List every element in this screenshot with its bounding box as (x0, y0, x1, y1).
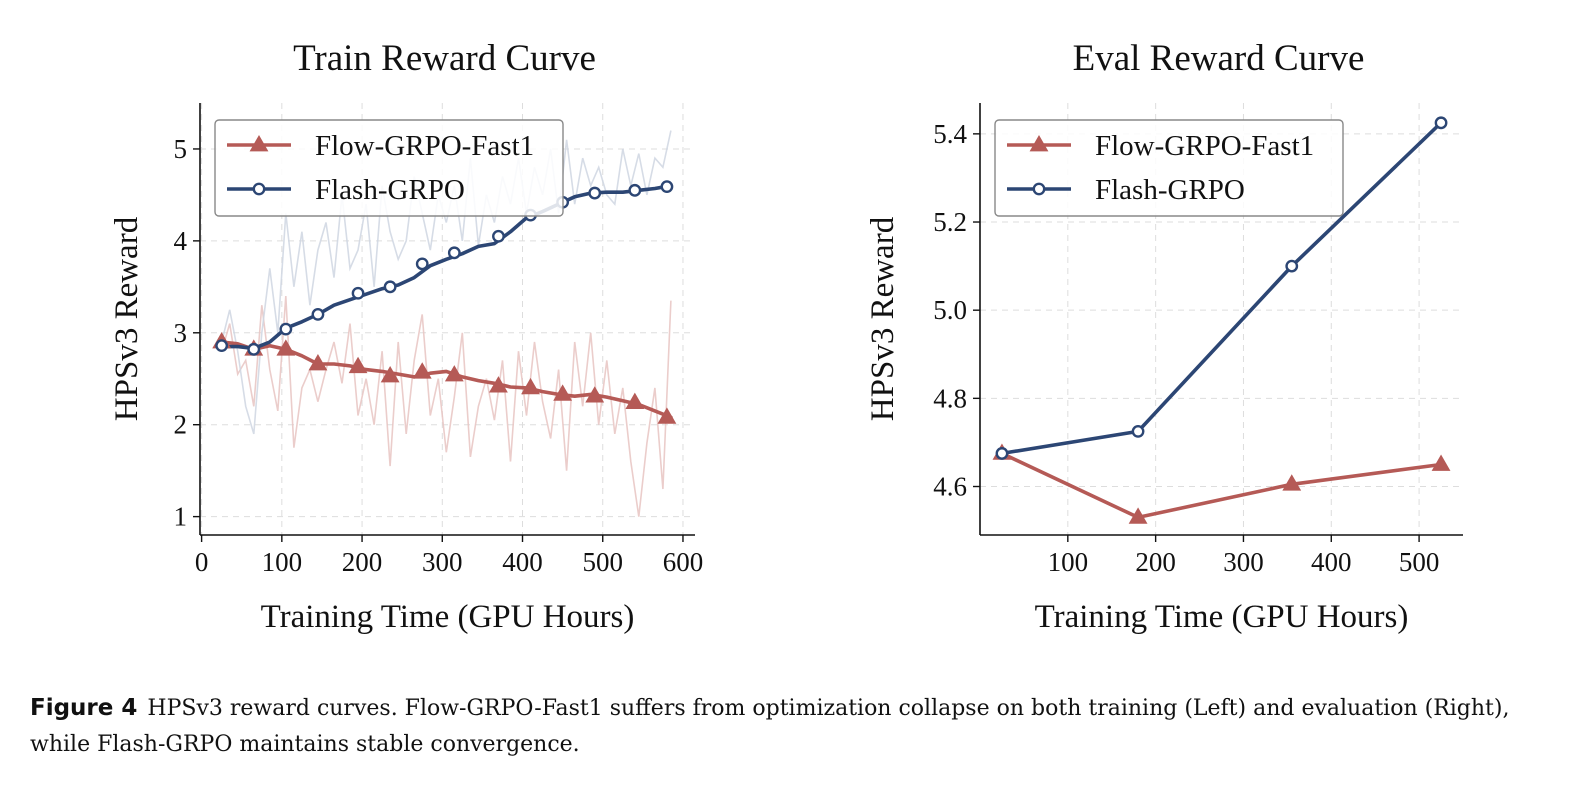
data-point (657, 407, 677, 424)
data-point (247, 342, 261, 356)
data-point (625, 392, 645, 409)
data-point (351, 286, 365, 300)
data-point (276, 339, 296, 356)
data-point (308, 354, 328, 371)
data-point (489, 376, 508, 393)
legend: Flow-GRPO-Fast1 Flash-GRPO (214, 119, 564, 217)
y-tick-label: 4 (174, 226, 188, 256)
legend-label: Flash-GRPO (1095, 174, 1245, 206)
data-point (215, 339, 229, 353)
x-tick-label: 200 (342, 547, 383, 577)
chart-title: Eval Reward Curve (1073, 38, 1365, 79)
x-tick-label: 400 (1311, 547, 1352, 577)
data-point (588, 186, 602, 200)
data-point (380, 365, 400, 383)
legend-marker (1032, 182, 1046, 196)
legend: Flow-GRPO-Fast1 Flash-GRPO (994, 119, 1344, 217)
raw-series-line (220, 130, 672, 435)
y-tick-label: 5 (174, 134, 188, 164)
y-tick-label: 4.8 (933, 383, 967, 413)
x-tick-label: 400 (502, 547, 543, 577)
data-point (444, 365, 464, 382)
figure-canvas: 0 100 200 300 400 500 600 1 2 3 4 5 Train Reward Cur… (109, 38, 1463, 635)
y-tick-label: 1 (174, 502, 188, 532)
chart-title: Train Reward Curve (293, 38, 596, 79)
series-line (1000, 121, 1443, 456)
figure-caption: Figure 4 HPSv3 reward curves. Flow-GRPO-F… (30, 690, 1570, 763)
data-point (492, 229, 505, 243)
data-point (412, 362, 432, 379)
x-tick-label: 200 (1135, 547, 1176, 577)
x-tick-label: 500 (1399, 547, 1440, 577)
x-tick-label: 300 (1223, 547, 1264, 577)
y-axis-label: HPSv3 Reward (109, 216, 145, 421)
data-point (995, 447, 1009, 460)
data-point (348, 356, 368, 374)
legend-marker (1029, 134, 1049, 152)
legend-marker (249, 134, 269, 152)
data-point (1131, 425, 1145, 438)
x-axis-label: Training Time (GPU Hours) (1035, 599, 1409, 635)
y-tick-label: 2 (174, 410, 188, 440)
y-tick-label: 5.2 (933, 207, 967, 237)
y-tick-label: 5.4 (933, 119, 967, 149)
x-tick-label: 300 (422, 547, 463, 577)
caption-label: Figure 4 (30, 695, 138, 721)
eval-reward-chart: 100 200 300 400 500 4.6 4.8 5.0 5.2 5.4 Eval Rewar… (865, 38, 1463, 635)
data-point (1128, 507, 1148, 524)
legend-label: Flash-GRPO (315, 174, 465, 206)
data-point (628, 183, 642, 197)
data-point (1285, 259, 1299, 273)
y-axis-label: HPSv3 Reward (865, 216, 901, 421)
x-tick-label: 100 (262, 547, 303, 577)
data-point (585, 386, 605, 403)
data-point (383, 280, 397, 294)
x-tick-label: 500 (582, 547, 623, 577)
x-tick-label: 600 (663, 547, 704, 577)
y-tick-label: 3 (174, 318, 188, 348)
legend-box (214, 119, 564, 217)
train-reward-chart: 0 100 200 300 400 500 600 1 2 3 4 5 Train Reward Cur… (109, 38, 703, 635)
caption-text: HPSv3 reward curves. Flow-GRPO-Fast1 suf… (30, 696, 1510, 757)
data-point (279, 322, 293, 336)
y-tick-label: 5.0 (933, 295, 967, 325)
data-point (1431, 454, 1451, 471)
data-point (521, 377, 540, 395)
legend-box (994, 119, 1344, 217)
data-point (660, 180, 674, 194)
data-point (447, 246, 461, 260)
legend-label: Flow-GRPO-Fast1 (315, 130, 534, 162)
data-point (1434, 116, 1448, 130)
x-axis-label: Training Time (GPU Hours) (261, 599, 635, 635)
x-tick-label: 100 (1048, 547, 1089, 577)
data-point (415, 257, 429, 271)
data-point (311, 308, 325, 321)
y-tick-label: 4.6 (933, 472, 967, 502)
data-point (1282, 474, 1302, 491)
series-line (1000, 451, 1443, 520)
data-point (553, 384, 573, 401)
legend-label: Flow-GRPO-Fast1 (1095, 130, 1314, 162)
x-tick-label: 0 (195, 547, 209, 577)
legend-marker (252, 182, 266, 196)
